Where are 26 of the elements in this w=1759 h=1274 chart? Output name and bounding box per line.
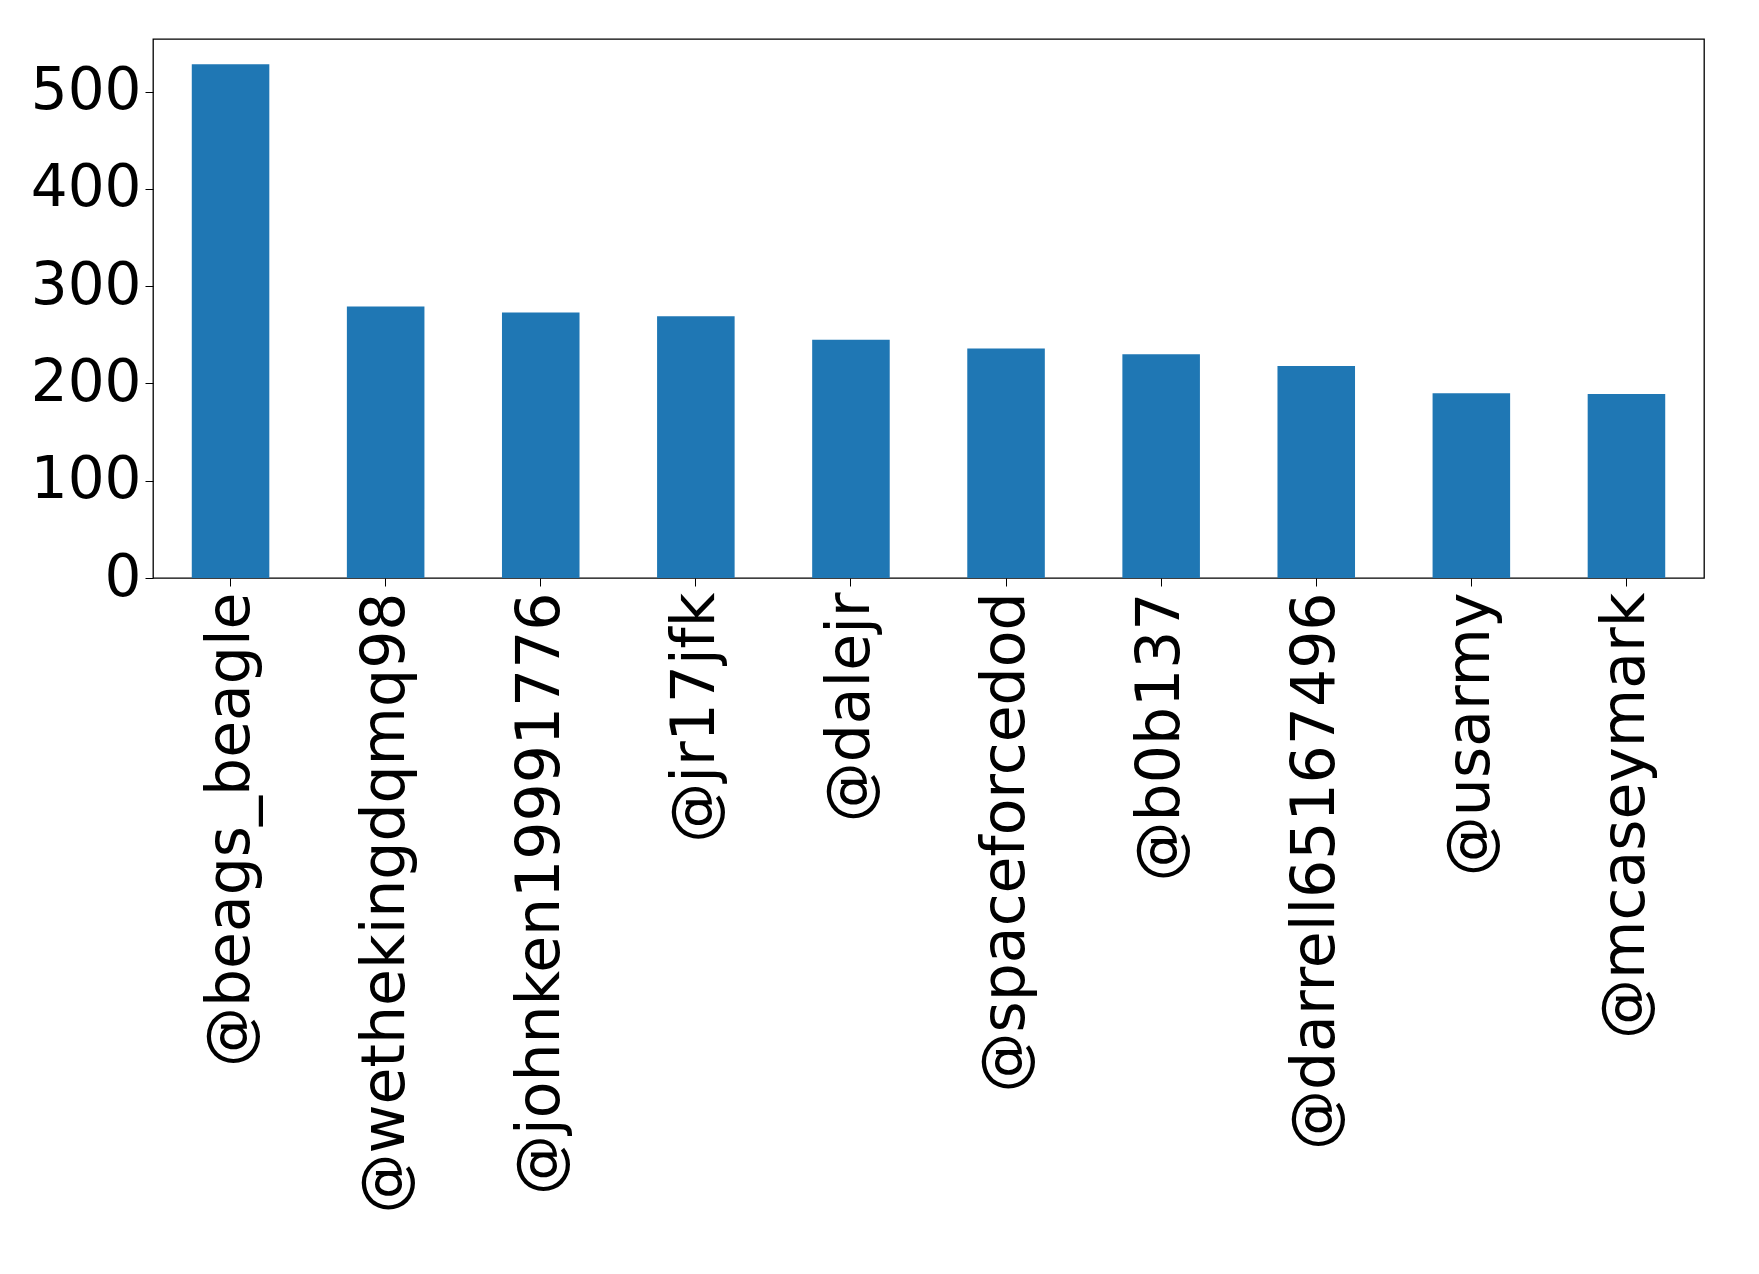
y-tick-label: 400 [30, 152, 142, 221]
bar [812, 339, 890, 578]
x-tick-label: @mcaseymark [1588, 592, 1659, 1040]
bar [501, 312, 580, 578]
bar [191, 64, 270, 578]
y-tick-label: 100 [30, 444, 142, 513]
x-tick-label: @usarmy [1433, 592, 1504, 877]
x-tick-label: @darrell65167496 [1278, 592, 1349, 1150]
bar [1277, 365, 1356, 578]
bar [1432, 393, 1511, 578]
y-tick-label: 200 [30, 346, 142, 415]
y-tick-label: 0 [104, 541, 142, 610]
bar [657, 316, 735, 578]
x-tick-label: @dalejr [812, 592, 883, 823]
x-tick-label: @beags_beagle [192, 592, 263, 1068]
bar [1587, 394, 1666, 578]
bar [967, 348, 1045, 578]
y-tick-label: 300 [30, 249, 142, 318]
x-tick-label: @wethekingdqmq98 [347, 592, 418, 1214]
x-tick-label: @jr17jfk [657, 592, 728, 843]
x-tick-label: @b0b137 [1123, 592, 1194, 882]
bar [1122, 354, 1200, 578]
bar [346, 306, 425, 578]
x-tick-label: @spaceforcedod [968, 592, 1039, 1093]
y-tick-label: 500 [30, 55, 142, 124]
x-tick-label: @johnken19991776 [502, 592, 573, 1195]
